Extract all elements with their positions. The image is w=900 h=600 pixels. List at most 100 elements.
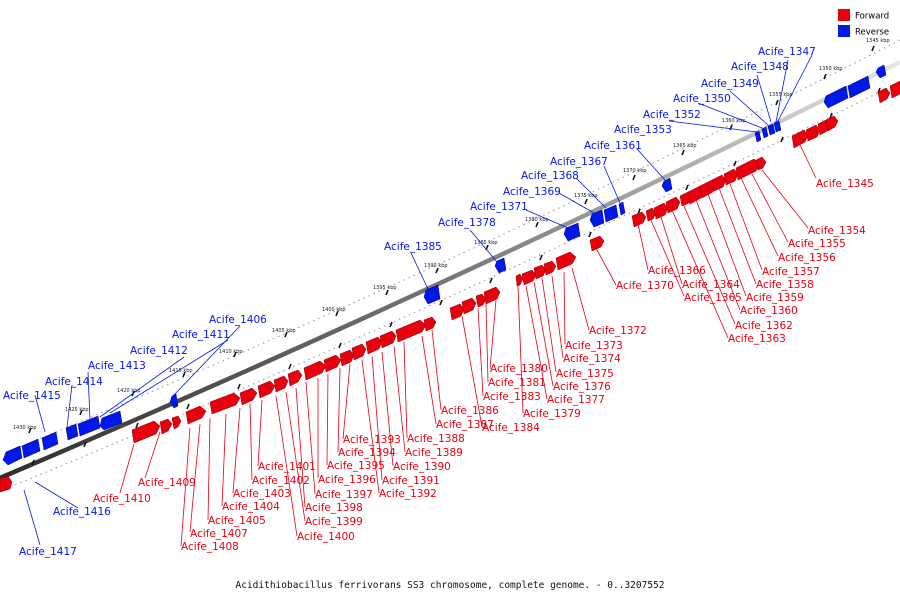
gene-glyph bbox=[323, 354, 342, 373]
gene-label[interactable]: Acife_1388 bbox=[407, 433, 465, 445]
gene-label[interactable]: Acife_1357 bbox=[762, 266, 820, 278]
gene-label[interactable]: Acife_1361 bbox=[584, 140, 642, 152]
gene-glyph bbox=[877, 87, 891, 104]
gene-label[interactable]: Acife_1369 bbox=[503, 186, 561, 198]
gene-label[interactable]: Acife_1350 bbox=[673, 93, 731, 105]
gene-label[interactable]: Acife_1349 bbox=[701, 78, 759, 90]
gene-label[interactable]: Acife_1389 bbox=[405, 447, 463, 459]
gene-label[interactable]: Acife_1397 bbox=[315, 489, 373, 501]
gene-label[interactable]: Acife_1385 bbox=[384, 241, 442, 253]
forward-gene-glyphs bbox=[0, 80, 900, 493]
gene-label[interactable]: Acife_1366 bbox=[648, 265, 706, 277]
gene-glyph bbox=[257, 380, 276, 399]
gene-label[interactable]: Acife_1348 bbox=[731, 61, 789, 73]
gene-glyph bbox=[823, 85, 849, 109]
gene-label[interactable]: Acife_1412 bbox=[130, 345, 188, 357]
gene-label[interactable]: Acife_1404 bbox=[222, 501, 280, 513]
reverse-gene-labels: Acife_1347 Acife_1348 Acife_1349 Acife_1… bbox=[3, 46, 816, 558]
gene-label[interactable]: Acife_1380 bbox=[490, 363, 548, 375]
tick-label: 1380 kbp bbox=[525, 217, 549, 223]
gene-label[interactable]: Acife_1367 bbox=[550, 156, 608, 168]
gene-glyph bbox=[661, 177, 673, 193]
gene-label[interactable]: Acife_1365 bbox=[684, 292, 742, 304]
gene-label[interactable]: Acife_1373 bbox=[565, 340, 623, 352]
gene-label[interactable]: Acife_1371 bbox=[470, 201, 528, 213]
gene-label[interactable]: Acife_1375 bbox=[556, 368, 614, 380]
gene-label[interactable]: Acife_1395 bbox=[327, 460, 385, 472]
gene-label[interactable]: Acife_1390 bbox=[393, 461, 451, 473]
gene-label[interactable]: Acife_1384 bbox=[482, 422, 540, 434]
gene-label[interactable]: Acife_1417 bbox=[19, 546, 77, 558]
gene-label[interactable]: Acife_1364 bbox=[682, 279, 740, 291]
gene-label[interactable]: Acife_1401 bbox=[258, 461, 316, 473]
tick-label: 1420 kbp bbox=[117, 388, 141, 394]
gene-glyph bbox=[351, 343, 367, 361]
gene-label[interactable]: Acife_1411 bbox=[172, 329, 230, 341]
gene-label[interactable]: Acife_1408 bbox=[181, 541, 239, 553]
legend-forward-label: Forward bbox=[855, 12, 889, 22]
gene-label[interactable]: Acife_1377 bbox=[547, 394, 605, 406]
gene-glyph bbox=[653, 202, 669, 220]
gene-label[interactable]: Acife_1376 bbox=[553, 381, 611, 393]
forward-callout-lines bbox=[119, 144, 817, 547]
gene-glyph bbox=[423, 316, 437, 332]
gene-label[interactable]: Acife_1403 bbox=[233, 488, 291, 500]
gene-label[interactable]: Acife_1354 bbox=[808, 225, 866, 237]
gene-label[interactable]: Acife_1406 bbox=[209, 314, 267, 326]
gene-glyph bbox=[2, 445, 23, 466]
gene-label[interactable]: Acife_1372 bbox=[589, 325, 647, 337]
gene-label[interactable]: Acife_1391 bbox=[382, 475, 440, 487]
gene-label[interactable]: Acife_1374 bbox=[563, 353, 621, 365]
tick-label: 1415 kbp bbox=[169, 368, 193, 374]
gene-label[interactable]: Acife_1353 bbox=[614, 124, 672, 136]
gene-label[interactable]: Acife_1386 bbox=[441, 405, 499, 417]
gene-label[interactable]: Acife_1396 bbox=[318, 474, 376, 486]
gene-label[interactable]: Acife_1383 bbox=[483, 391, 541, 403]
gene-label[interactable]: Acife_1400 bbox=[297, 531, 355, 543]
gene-glyph bbox=[171, 415, 182, 430]
tick-label: 1365 kbp bbox=[673, 143, 697, 149]
gene-glyph bbox=[287, 369, 303, 387]
gene-label[interactable]: Acife_1392 bbox=[379, 488, 437, 500]
gene-label[interactable]: Acife_1407 bbox=[190, 528, 248, 540]
gene-label[interactable]: Acife_1359 bbox=[746, 292, 804, 304]
gene-label[interactable]: Acife_1410 bbox=[93, 493, 151, 505]
gene-glyph bbox=[563, 222, 581, 242]
gene-label[interactable]: Acife_1352 bbox=[643, 109, 701, 121]
gene-glyph bbox=[185, 405, 207, 425]
gene-label[interactable]: Acife_1414 bbox=[45, 376, 103, 388]
gene-label[interactable]: Acife_1394 bbox=[338, 447, 396, 459]
gene-label[interactable]: Acife_1409 bbox=[138, 477, 196, 489]
gene-label[interactable]: Acife_1399 bbox=[305, 516, 363, 528]
gene-label[interactable]: Acife_1416 bbox=[53, 506, 111, 518]
gene-label[interactable]: Acife_1356 bbox=[778, 252, 836, 264]
gene-label[interactable]: Acife_1393 bbox=[343, 434, 401, 446]
gene-label[interactable]: Acife_1368 bbox=[521, 170, 579, 182]
gene-label[interactable]: Acife_1358 bbox=[756, 279, 814, 291]
gene-label[interactable]: Acife_1413 bbox=[88, 360, 146, 372]
gene-label[interactable]: Acife_1347 bbox=[758, 46, 816, 58]
tick-label: 1355 kbp bbox=[769, 92, 793, 98]
gene-glyph bbox=[761, 126, 769, 139]
gene-label[interactable]: Acife_1363 bbox=[728, 333, 786, 345]
gene-label[interactable]: Acife_1387 bbox=[436, 419, 494, 431]
gene-label[interactable]: Acife_1415 bbox=[3, 390, 61, 402]
gene-glyph bbox=[65, 423, 79, 441]
gene-label[interactable]: Acife_1370 bbox=[616, 280, 674, 292]
gene-label[interactable]: Acife_1378 bbox=[438, 217, 496, 229]
gene-label[interactable]: Acife_1355 bbox=[788, 238, 846, 250]
gene-glyph bbox=[131, 420, 161, 444]
reverse-gene-glyphs bbox=[2, 64, 887, 466]
gene-label[interactable]: Acife_1362 bbox=[735, 320, 793, 332]
gene-label[interactable]: Acife_1345 bbox=[816, 178, 874, 190]
gene-label[interactable]: Acife_1398 bbox=[305, 502, 363, 514]
gene-glyph bbox=[875, 64, 887, 79]
gene-label[interactable]: Acife_1379 bbox=[523, 408, 581, 420]
gene-label[interactable]: Acife_1402 bbox=[252, 475, 310, 487]
gene-glyph bbox=[533, 264, 547, 280]
reverse-callout-lines bbox=[23, 54, 813, 546]
gene-glyph bbox=[805, 124, 821, 142]
gene-label[interactable]: Acife_1381 bbox=[488, 377, 546, 389]
gene-label[interactable]: Acife_1360 bbox=[740, 305, 798, 317]
gene-label[interactable]: Acife_1405 bbox=[208, 515, 266, 527]
